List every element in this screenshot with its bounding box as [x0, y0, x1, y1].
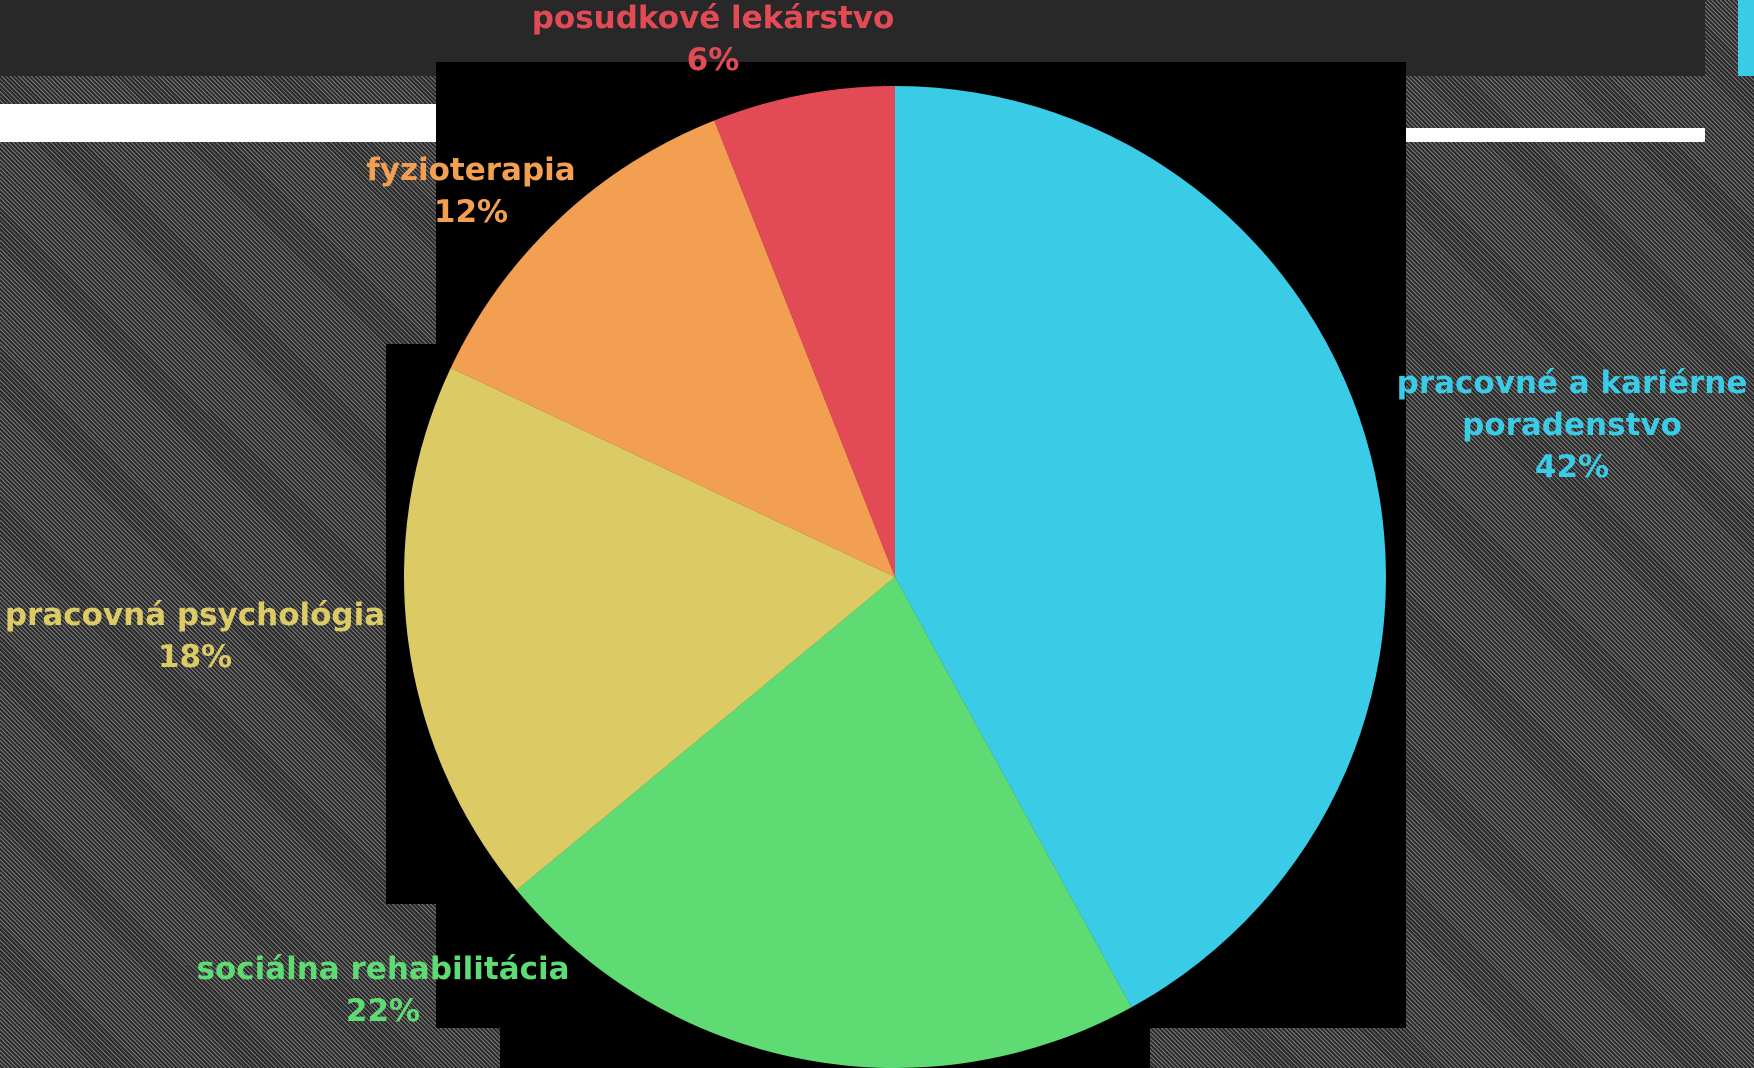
pie-slices	[404, 86, 1386, 1068]
slice-label-5: posudkové lekárstvo 6%	[532, 0, 895, 78]
slice-percent: 22%	[346, 993, 420, 1029]
slice-name: pracovné a kariérne	[1397, 365, 1748, 401]
slice-name: sociálna rehabilitácia	[196, 951, 569, 987]
pie-slice-4	[450, 120, 895, 578]
slice-label-3: pracovná psychológia 18%	[5, 597, 385, 675]
slice-name: pracovná psychológia	[5, 597, 385, 633]
slice-label-2: sociálna rehabilitácia 22%	[196, 951, 569, 1029]
slice-percent: 12%	[434, 194, 508, 230]
slice-name: fyzioterapia	[366, 152, 575, 188]
slice-percent: 6%	[687, 42, 740, 78]
slice-label-4: fyzioterapia 12%	[366, 152, 575, 230]
pie-slice-5	[714, 86, 895, 577]
slice-name: posudkové lekárstvo	[532, 0, 895, 36]
pie-slice-2	[516, 577, 1132, 1068]
slice-name: poradenstvo	[1462, 407, 1682, 443]
slice-percent: 18%	[158, 639, 232, 675]
slice-percent: 42%	[1535, 449, 1609, 485]
slice-label-1: pracovné a kariérne poradenstvo 42%	[1397, 365, 1748, 485]
pie-slice-1	[895, 86, 1386, 1008]
white-stripe	[0, 104, 436, 142]
pie-slice-3	[404, 367, 895, 890]
white-stripe-right	[1400, 128, 1705, 142]
pie-labels: pracovné a kariérne poradenstvo 42% sociáln…	[5, 0, 1748, 1029]
accent-strip	[1738, 0, 1754, 76]
